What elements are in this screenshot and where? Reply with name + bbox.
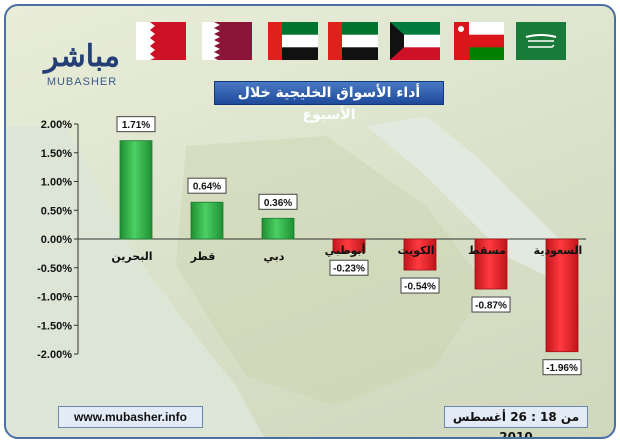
category-label: مسقط: [468, 244, 506, 257]
website-link[interactable]: www.mubasher.info: [58, 406, 203, 428]
value-label: 1.71%: [122, 120, 150, 131]
chart-title: أداء الأسواق الخليجية خلال الأسبوع: [214, 81, 444, 123]
value-label-box: [400, 277, 440, 294]
value-label: 0.36%: [264, 198, 292, 209]
y-tick-label: 1.00%: [41, 177, 72, 189]
bar: [332, 238, 366, 253]
y-tick-label: 2.00%: [41, 119, 72, 131]
bar: [119, 140, 153, 240]
mubasher-logo-english: MUBASHER: [46, 76, 118, 88]
bar: [545, 238, 579, 353]
y-tick-label: 0.00%: [41, 234, 72, 246]
y-tick-label: -2.00%: [37, 349, 72, 361]
mubasher-logo-arabic: مباشر: [44, 39, 120, 74]
category-label: دبي: [264, 250, 285, 263]
value-label: -1.96%: [546, 363, 578, 374]
category-label: البحرين: [111, 250, 152, 263]
uae-flag-icon: [268, 22, 318, 60]
y-tick-label: -0.50%: [37, 263, 72, 275]
bars-group: [119, 140, 579, 353]
qatar-flag-icon: [202, 22, 252, 60]
value-label-box: [258, 193, 298, 210]
bahrain-flag-icon: [136, 22, 186, 60]
bar: [190, 201, 224, 240]
category-label: أبوظبي: [325, 243, 366, 257]
value-label: -0.23%: [333, 264, 365, 275]
oman-flag-icon: [454, 22, 504, 60]
value-label-box: [329, 259, 369, 276]
value-label: -0.87%: [475, 301, 507, 312]
bar: [403, 238, 437, 271]
saudi-flag-icon: [516, 22, 566, 60]
value-label-box: [471, 296, 511, 313]
y-tick-label: 0.50%: [41, 205, 72, 217]
bar-chart: 2.00% 1.50% 1.00% 0.50% 0.00% -0.50% -1.00% -1.…: [37, 116, 586, 376]
y-tick-label: 1.50%: [41, 148, 72, 160]
category-label: الكويت: [398, 244, 435, 257]
value-label-box: [187, 177, 227, 194]
y-tick-label: -1.00%: [37, 292, 72, 304]
category-label: السعودية: [534, 244, 583, 257]
value-label: -0.54%: [404, 282, 436, 293]
sea-region: [6, 126, 264, 437]
kuwait-flag-icon: [390, 22, 440, 60]
y-axis: 2.00% 1.50% 1.00% 0.50% 0.00% -0.50% -1.00% -1.…: [37, 119, 586, 361]
bar: [261, 217, 295, 240]
value-label: 0.64%: [193, 182, 221, 193]
y-tick-label: -1.50%: [37, 320, 72, 332]
uae-flag-icon: [328, 22, 378, 60]
bar: [474, 238, 508, 290]
value-label-box: [542, 359, 582, 376]
chart-frame: 2.00% 1.50% 1.00% 0.50% 0.00% -0.50% -1.00% -1.…: [4, 4, 616, 439]
labels-group: 1.71% البحرين 0.64% قطر 0.36% دبي -0.23% أبوظبي…: [111, 116, 583, 376]
date-range: من 18 : 26 أغسطس 2010: [444, 406, 588, 437]
gulf-region: [366, 116, 566, 276]
value-label-box: [116, 116, 156, 133]
category-label: قطر: [190, 250, 216, 263]
